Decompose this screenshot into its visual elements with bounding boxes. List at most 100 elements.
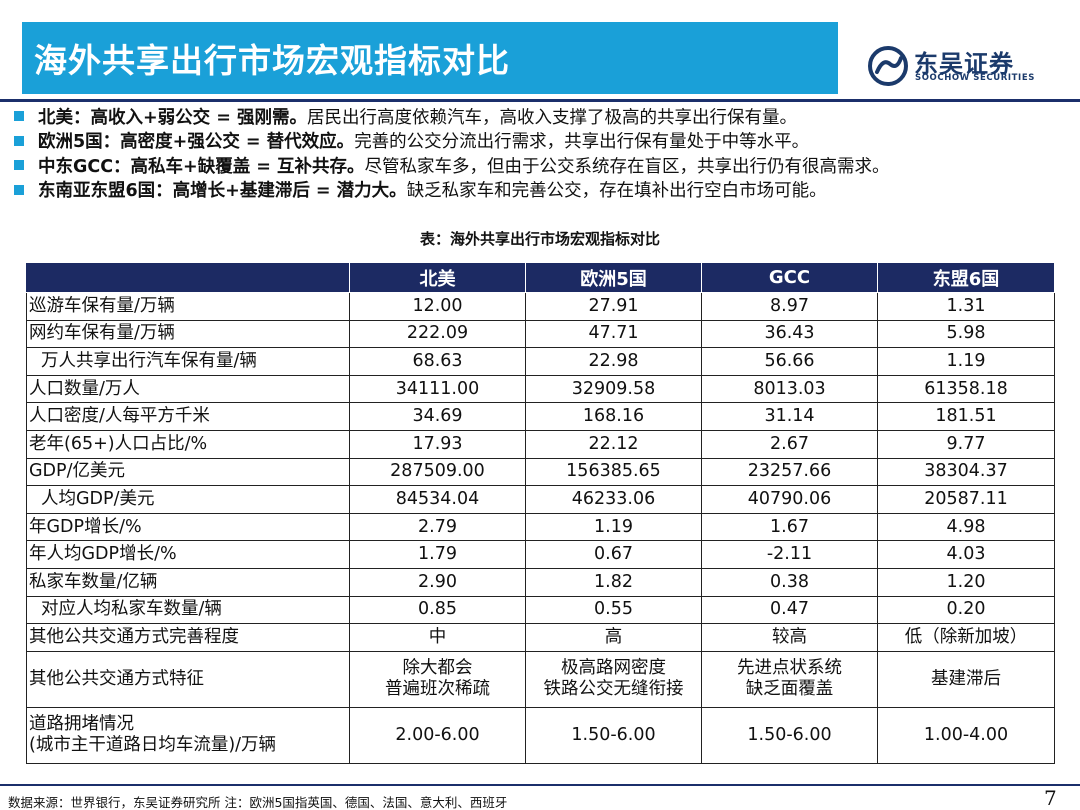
table-cell: 287509.00: [349, 457, 526, 487]
table-cell: 32909.58: [525, 374, 702, 404]
table-cell: 0.67: [525, 540, 702, 569]
bullet-square-icon: [14, 160, 24, 171]
table-cell: 22.12: [525, 429, 702, 459]
table-cell: 156385.65: [525, 457, 702, 487]
table-cell: 2.67: [701, 429, 878, 459]
cell-line: 除大都会: [402, 658, 473, 679]
table-cell: 除大都会 普遍班次稀疏: [349, 650, 526, 708]
table-cell: 1.67: [701, 512, 878, 542]
bullet-head: 欧洲5国：高密度+强公交 = 替代效应。: [38, 132, 355, 153]
table-cell: 17.93: [349, 429, 526, 459]
table-cell: 1.31: [877, 292, 1055, 321]
table-row: 道路拥堵情况 (城市主干道路日均车流量)/万辆 2.00-6.00 1.50-6…: [26, 706, 1055, 764]
table-cell: 56.66: [701, 347, 878, 376]
table-row: 老年(65+)人口占比/% 17.93 22.12 2.67 9.77: [26, 429, 1055, 459]
table-cell: 23257.66: [701, 457, 878, 487]
page-number: 7: [1044, 786, 1057, 810]
row-label: 私家车数量/亿辆: [26, 567, 350, 597]
bullet-asean: 东南亚东盟6国：高增长+基建滞后 = 潜力大。 缺乏私家车和完善公交，存在填补出…: [14, 178, 1074, 203]
title-bar: 海外共享出行市场宏观指标对比: [22, 22, 838, 94]
table-cell: 高: [525, 623, 702, 652]
table-row: 年GDP增长/% 2.79 1.19 1.67 4.98: [26, 512, 1055, 542]
table-row: GDP/亿美元 287509.00 156385.65 23257.66 383…: [26, 457, 1055, 487]
bullet-head: 东南亚东盟6国：高增长+基建滞后 = 潜力大。: [38, 181, 407, 202]
bullet-square-icon: [14, 184, 24, 195]
row-label: 人均GDP/美元: [26, 485, 350, 514]
bullet-body: 尽管私家车多，但由于公交系统存在盲区，共享出行仍有很高需求。: [364, 156, 890, 177]
bullet-north-america: 北美：高收入+弱公交 = 强刚需。 居民出行高度依赖汽车，高收入支撑了极高的共享…: [14, 104, 1074, 129]
table-cell: 47.71: [525, 319, 702, 349]
table-cell: 0.85: [349, 595, 526, 625]
table-cell: 2.00-6.00: [349, 706, 526, 764]
table-cell: 1.20: [877, 567, 1055, 597]
table-cell: 5.98: [877, 319, 1055, 349]
table-cell: 8.97: [701, 292, 878, 321]
table-header-row: 北美 欧洲5国 GCC 东盟6国: [26, 262, 1055, 293]
column-header: 东盟6国: [877, 262, 1055, 293]
source-note: 数据来源：世界银行，东吴证券研究所 注：欧洲5国指英国、德国、法国、意大利、西班…: [8, 795, 508, 810]
bullet-head: 中东GCC：高私车+缺覆盖 = 互补共存。: [38, 156, 365, 177]
table-row: 万人共享出行汽车保有量/辆 68.63 22.98 56.66 1.19: [26, 347, 1055, 376]
row-label-line: (城市主干道路日均车流量)/万辆: [29, 735, 277, 756]
table-cell: 1.00-4.00: [877, 706, 1055, 764]
table-cell: 1.50-6.00: [701, 706, 878, 764]
row-label: 人口密度/人每平方千米: [26, 402, 350, 431]
table-cell: 181.51: [877, 402, 1055, 431]
column-header: 欧洲5国: [525, 262, 702, 293]
table-row: 年人均GDP增长/% 1.79 0.67 -2.11 4.03: [26, 540, 1055, 569]
table-cell: 84534.04: [349, 485, 526, 514]
cell-line: 先进点状系统: [737, 658, 842, 679]
table-cell: 2.90: [349, 567, 526, 597]
summary-bullets: 北美：高收入+弱公交 = 强刚需。 居民出行高度依赖汽车，高收入支撑了极高的共享…: [14, 104, 1074, 202]
table-row: 网约车保有量/万辆 222.09 47.71 36.43 5.98: [26, 319, 1055, 349]
row-label: 其他公共交通方式特征: [26, 650, 350, 708]
row-label: 人口数量/万人: [26, 374, 350, 404]
table-cell: 12.00: [349, 292, 526, 321]
table-cell: 1.19: [877, 347, 1055, 376]
bullet-body: 居民出行高度依赖汽车，高收入支撑了极高的共享出行保有量。: [307, 107, 798, 128]
column-header: 北美: [349, 262, 526, 293]
table-cell: 68.63: [349, 347, 526, 376]
table-cell: 2.79: [349, 512, 526, 542]
table-cell: 极高路网密度 铁路公交无缝衔接: [525, 650, 702, 708]
column-header: GCC: [701, 262, 878, 293]
company-logo: 东吴证券 SOOCHOW SECURITIES: [868, 44, 1068, 90]
table-cell: 先进点状系统 缺乏面覆盖: [701, 650, 878, 708]
table-cell: 40790.06: [701, 485, 878, 514]
table-cell: 0.38: [701, 567, 878, 597]
table-row: 人口密度/人每平方千米 34.69 168.16 31.14 181.51: [26, 402, 1055, 431]
row-label: 年GDP增长/%: [26, 512, 350, 542]
cell-line: 普遍班次稀疏: [385, 679, 490, 700]
table-cell: 61358.18: [877, 374, 1055, 404]
bullet-gcc: 中东GCC：高私车+缺覆盖 = 互补共存。 尽管私家车多，但由于公交系统存在盲区…: [14, 153, 1074, 178]
table-cell: 0.20: [877, 595, 1055, 625]
header-corner: [26, 262, 350, 293]
bullet-square-icon: [14, 111, 24, 122]
table-row: 人均GDP/美元 84534.04 46233.06 40790.06 2058…: [26, 485, 1055, 514]
table-row: 人口数量/万人 34111.00 32909.58 8013.03 61358.…: [26, 374, 1055, 404]
table-cell: 22.98: [525, 347, 702, 376]
cell-line: 缺乏面覆盖: [745, 679, 834, 700]
table-cell: -2.11: [701, 540, 878, 569]
logo-name-en: SOOCHOW SECURITIES: [915, 73, 1035, 83]
table-cell: 38304.37: [877, 457, 1055, 487]
cell-line: 铁路公交无缝衔接: [543, 679, 684, 700]
table-cell: 1.79: [349, 540, 526, 569]
row-label: 其他公共交通方式完善程度: [26, 623, 350, 652]
table-cell: 1.19: [525, 512, 702, 542]
table-cell: 46233.06: [525, 485, 702, 514]
header-rule: [0, 99, 1080, 102]
indicator-table: 北美 欧洲5国 GCC 东盟6国 巡游车保有量/万辆 12.00 27.91 8…: [26, 262, 1055, 764]
table-cell: 168.16: [525, 402, 702, 431]
table-cell: 9.77: [877, 429, 1055, 459]
bullet-head: 北美：高收入+弱公交 = 强刚需。: [38, 107, 308, 128]
table-cell: 4.98: [877, 512, 1055, 542]
bullet-square-icon: [14, 135, 24, 146]
row-label: 道路拥堵情况 (城市主干道路日均车流量)/万辆: [26, 706, 350, 764]
table-cell: 27.91: [525, 292, 702, 321]
table-cell: 中: [349, 623, 526, 652]
cell-line: 基建滞后: [931, 668, 1001, 689]
row-label-line: 道路拥堵情况: [29, 714, 134, 735]
row-label: GDP/亿美元: [26, 457, 350, 487]
row-label: 万人共享出行汽车保有量/辆: [26, 347, 350, 376]
